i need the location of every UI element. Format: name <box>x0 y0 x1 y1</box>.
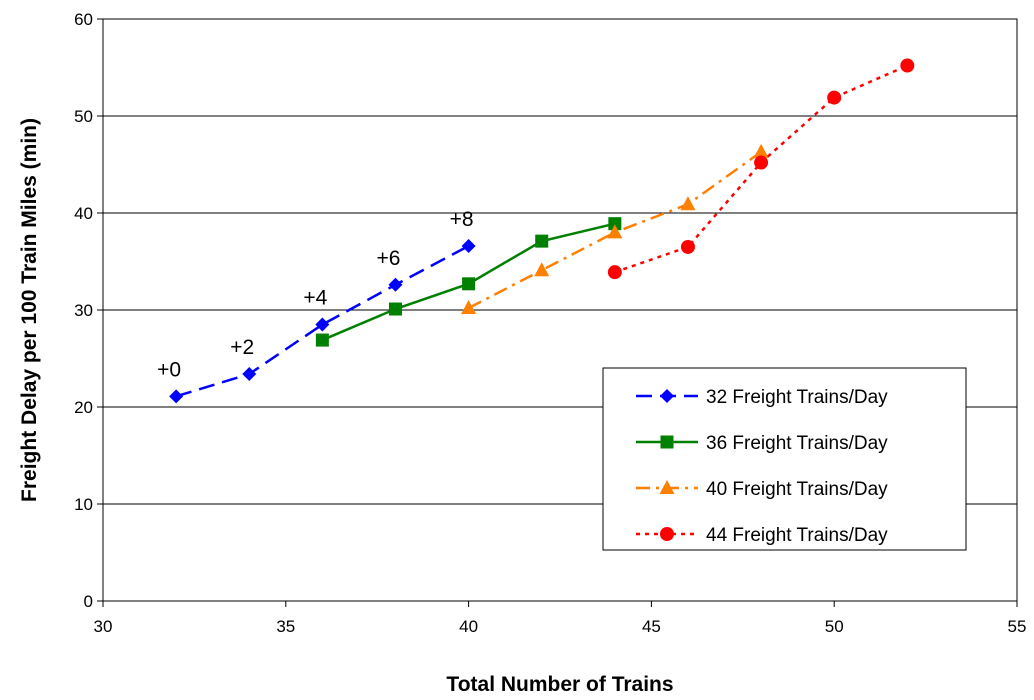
data-point <box>315 317 330 332</box>
data-point <box>607 224 623 239</box>
data-point <box>754 155 769 170</box>
legend-marker <box>660 389 674 403</box>
data-point <box>753 143 769 158</box>
x-tick-label: 35 <box>276 617 295 636</box>
data-point <box>388 302 402 316</box>
annotation-label: +2 <box>230 336 254 359</box>
series-4 <box>607 58 915 280</box>
legend-item: 32 Freight Trains/Day <box>636 387 888 408</box>
y-tick-label: 10 <box>74 495 93 514</box>
data-point <box>680 239 695 254</box>
data-point <box>608 217 622 231</box>
y-tick-label: 40 <box>74 204 93 223</box>
data-point <box>680 196 696 211</box>
y-tick-label: 50 <box>74 107 93 126</box>
data-point <box>388 277 403 292</box>
data-point <box>534 262 550 277</box>
data-point <box>827 90 842 105</box>
data-point <box>169 389 184 404</box>
annotation-label: +6 <box>377 247 401 270</box>
x-tick-label: 30 <box>94 617 113 636</box>
x-tick-label: 40 <box>459 617 478 636</box>
series-line <box>175 244 470 398</box>
legend-label: 40 Freight Trains/Day <box>706 479 888 500</box>
x-axis-title: Total Number of Trains <box>446 673 673 696</box>
series-group <box>169 58 915 404</box>
legend-item: 44 Freight Trains/Day <box>636 525 888 546</box>
series-3 <box>461 143 769 315</box>
legend: 32 Freight Trains/Day 36 Freight Trains/D… <box>602 367 967 551</box>
data-point <box>607 265 622 280</box>
legend-label: 44 Freight Trains/Day <box>706 525 888 546</box>
y-tick-label: 20 <box>74 398 93 417</box>
legend-item: 36 Freight Trains/Day <box>636 433 888 454</box>
x-tick-label: 50 <box>825 617 844 636</box>
data-point <box>462 277 476 291</box>
series-2 <box>315 217 622 347</box>
annotation-label: +0 <box>157 358 181 381</box>
data-point <box>535 234 549 248</box>
legend-marker <box>660 527 674 541</box>
y-tick-label: 0 <box>84 592 93 611</box>
legend-marker <box>659 480 675 494</box>
data-point <box>461 238 476 253</box>
y-tick-label: 30 <box>74 301 93 320</box>
data-point <box>315 333 329 347</box>
data-point <box>900 58 915 73</box>
legend-marker <box>660 435 674 449</box>
legend-item: 40 Freight Trains/Day <box>636 479 888 500</box>
x-tick-label: 45 <box>642 617 661 636</box>
annotation-label: +4 <box>303 287 327 310</box>
annotation-label: +8 <box>450 208 474 231</box>
series-line <box>468 150 762 310</box>
legend-label: 36 Freight Trains/Day <box>706 433 888 454</box>
x-tick-label: 55 <box>1008 617 1027 636</box>
data-point <box>242 367 257 382</box>
annotations: +0 +2 +4 +6 +8 <box>157 208 473 381</box>
axis-ticks: 0 10 20 30 40 50 60 30 35 40 45 50 55 <box>74 10 1026 636</box>
series-1 <box>169 238 476 404</box>
legend-label: 32 Freight Trains/Day <box>706 387 888 408</box>
y-axis-title: Freight Delay per 100 Train Miles (min) <box>18 118 41 502</box>
data-point <box>461 300 477 315</box>
y-tick-label: 60 <box>74 10 93 29</box>
